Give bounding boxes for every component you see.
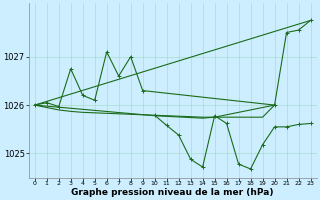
X-axis label: Graphe pression niveau de la mer (hPa): Graphe pression niveau de la mer (hPa) bbox=[71, 188, 274, 197]
